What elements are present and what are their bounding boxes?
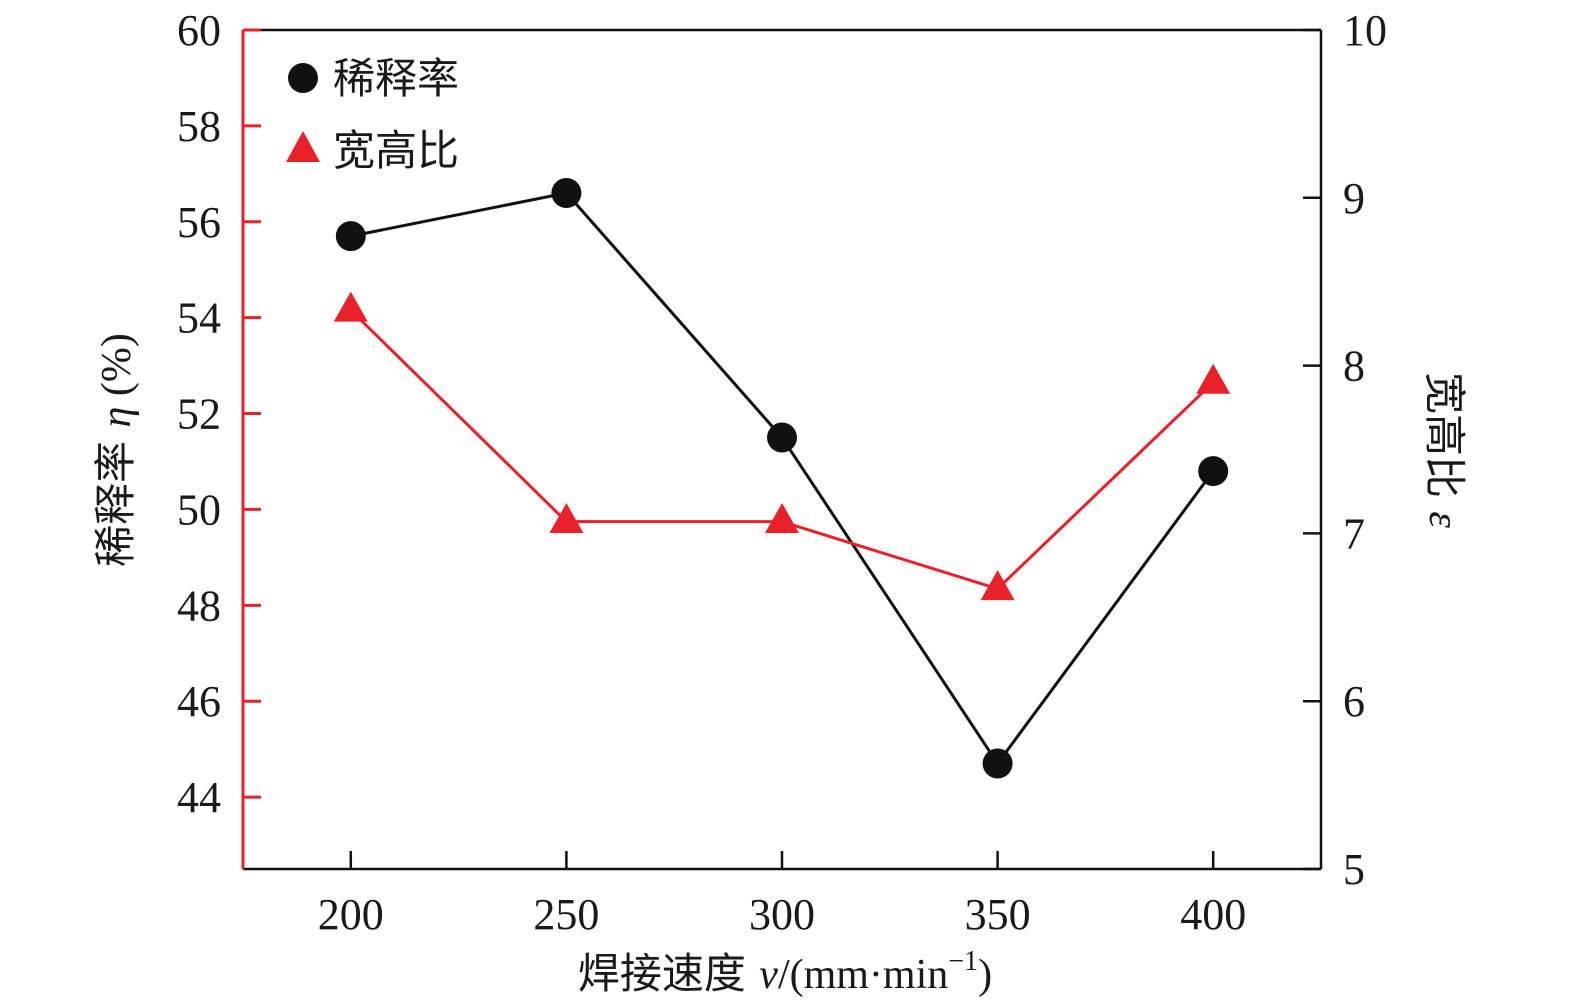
left-tick-label: 44: [177, 773, 221, 822]
left-tick-label: 58: [177, 102, 221, 151]
right-tick-label: 5: [1343, 845, 1365, 894]
x-tick-label: 400: [1180, 890, 1246, 939]
right-axis-ticks: 5 6 7 8 9 10: [1303, 6, 1387, 894]
data-point-triangle: [765, 503, 799, 534]
data-point-circle: [335, 221, 366, 252]
right-tick-label: 6: [1343, 677, 1365, 726]
legend-label: 宽高比: [333, 126, 459, 175]
right-tick-label: 7: [1343, 509, 1365, 558]
left-tick-label: 50: [177, 485, 221, 534]
right-tick-label: 10: [1343, 6, 1387, 55]
data-point-circle: [982, 748, 1013, 779]
x-tick-label: 200: [318, 890, 384, 939]
data-point-circle: [1198, 456, 1229, 487]
x-tick-label: 300: [749, 890, 815, 939]
left-tick-label: 56: [177, 198, 221, 247]
right-y-axis-title: 宽高比 ε: [1420, 372, 1469, 528]
data-point-circle: [767, 422, 797, 453]
legend-marker-circle: [288, 63, 318, 93]
right-tick-label: 9: [1343, 174, 1365, 223]
data-point-triangle: [1196, 363, 1231, 394]
left-y-axis-title: 稀释率 η (%): [91, 333, 140, 567]
left-tick-label: 54: [177, 294, 221, 343]
data-point-circle: [551, 178, 582, 209]
right-tick-label: 8: [1343, 342, 1365, 391]
left-tick-label: 52: [177, 390, 221, 439]
left-axis-ticks: 44 46 48 50 52 54 56 58 60: [177, 6, 261, 822]
left-tick-label: 48: [177, 581, 221, 630]
data-point-triangle: [333, 291, 368, 322]
series-layer: [333, 178, 1231, 779]
x-tick-label: 250: [533, 890, 599, 939]
legend-label: 稀释率: [333, 54, 459, 103]
left-tick-label: 46: [177, 677, 221, 726]
legend-marker-triangle: [286, 131, 320, 162]
x-tick-label: 350: [965, 890, 1031, 939]
data-point-triangle: [549, 503, 584, 534]
series-line-circle: [350, 191, 1215, 767]
left-tick-label: 60: [177, 6, 221, 55]
data-point-triangle: [980, 570, 1015, 601]
x-axis-ticks: 200 250 300 350 400: [318, 851, 1246, 939]
x-axis-title: 焊接速度 v/(mm·min−1): [578, 946, 992, 998]
